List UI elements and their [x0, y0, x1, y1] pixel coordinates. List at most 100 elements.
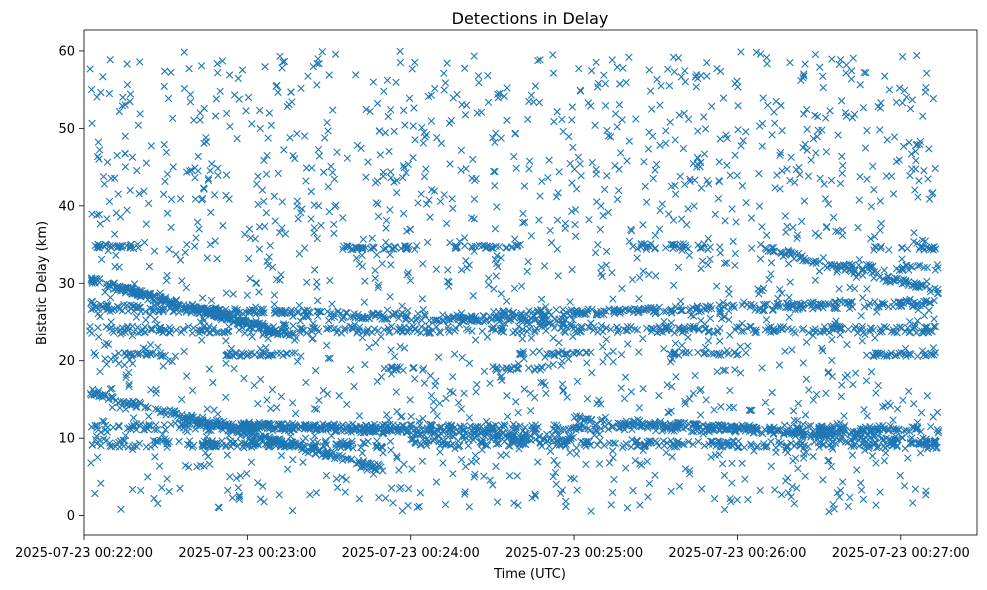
detection-marker	[339, 245, 347, 254]
detection-marker	[405, 324, 413, 332]
detection-marker	[752, 326, 760, 334]
detection-marker	[610, 475, 618, 484]
detection-marker	[926, 285, 934, 293]
detection-marker	[930, 315, 938, 323]
detection-marker	[699, 426, 708, 435]
detection-marker	[886, 422, 895, 430]
detection-marker	[144, 404, 152, 412]
detection-marker	[165, 245, 173, 254]
detection-marker	[636, 501, 644, 509]
detection-marker	[419, 364, 428, 373]
y-tick-label: 50	[58, 122, 75, 137]
detection-marker	[295, 328, 304, 336]
detection-marker	[88, 119, 96, 127]
detection-marker	[296, 423, 304, 431]
detection-marker	[915, 439, 923, 448]
detection-marker	[481, 244, 490, 252]
detection-marker	[221, 421, 230, 429]
detection-marker	[513, 329, 522, 337]
detection-marker	[399, 162, 408, 170]
detection-marker	[492, 242, 500, 251]
detection-marker	[322, 422, 331, 430]
detection-marker	[575, 64, 583, 73]
detection-marker	[457, 309, 466, 317]
detection-marker	[684, 333, 692, 341]
detection-marker	[341, 326, 349, 335]
detection-marker	[552, 480, 560, 488]
detection-marker	[109, 394, 117, 402]
detection-marker	[278, 309, 287, 317]
detection-marker	[572, 423, 580, 431]
detection-marker	[255, 288, 263, 296]
detection-marker	[246, 274, 254, 283]
x-axis-label: Time (UTC)	[493, 567, 566, 582]
detection-marker	[792, 440, 800, 448]
detection-marker	[671, 190, 680, 198]
detection-marker	[791, 329, 800, 337]
detection-marker	[863, 412, 871, 420]
detection-marker	[898, 99, 907, 107]
detection-marker	[291, 349, 299, 357]
detection-marker	[707, 304, 716, 313]
detection-marker	[706, 426, 715, 434]
detection-marker	[327, 432, 336, 440]
detection-marker	[885, 246, 893, 254]
detection-marker	[910, 400, 918, 408]
y-tick-label: 60	[58, 44, 75, 59]
detection-marker	[291, 336, 299, 344]
detection-marker	[870, 274, 878, 282]
detection-marker	[601, 79, 610, 88]
detection-marker	[599, 328, 607, 336]
detection-marker	[535, 321, 544, 329]
detection-marker	[380, 326, 388, 334]
detection-marker	[106, 442, 114, 450]
detection-marker	[860, 406, 868, 414]
detection-marker	[716, 135, 724, 143]
detection-marker	[773, 426, 782, 435]
detection-marker	[177, 395, 186, 404]
detection-marker	[142, 351, 150, 359]
detection-marker	[483, 441, 492, 450]
detection-marker	[112, 209, 121, 217]
detection-marker	[561, 328, 569, 337]
detection-marker	[588, 67, 596, 75]
detection-marker	[874, 426, 882, 434]
detection-marker	[313, 405, 321, 413]
detection-marker	[281, 425, 289, 433]
detection-marker	[917, 300, 926, 308]
detection-marker	[731, 261, 739, 270]
detection-marker	[275, 435, 283, 444]
detection-marker	[313, 234, 321, 243]
detection-marker	[686, 325, 694, 333]
detection-marker	[770, 325, 778, 333]
detection-marker	[622, 326, 630, 335]
detection-marker	[114, 243, 122, 251]
detection-marker	[87, 459, 95, 467]
detection-marker	[464, 441, 472, 450]
detection-marker	[814, 439, 823, 447]
detection-marker	[347, 428, 355, 436]
detection-marker	[100, 180, 109, 188]
detection-marker	[136, 486, 145, 495]
detection-marker	[410, 104, 418, 112]
detection-marker	[776, 151, 784, 160]
detection-marker	[829, 500, 837, 509]
detection-marker	[584, 305, 592, 313]
detection-marker	[600, 418, 608, 426]
detection-marker	[124, 307, 132, 315]
detection-marker	[318, 48, 327, 56]
detection-marker	[774, 427, 783, 435]
detection-marker	[302, 312, 311, 321]
detection-marker	[667, 305, 675, 314]
detection-marker	[183, 372, 191, 380]
detection-marker	[333, 454, 342, 462]
detection-marker	[596, 225, 605, 234]
detection-marker	[389, 310, 397, 319]
detection-marker	[587, 507, 595, 515]
detection-marker	[87, 305, 95, 314]
detection-marker	[625, 420, 634, 428]
detection-marker	[500, 319, 509, 327]
detection-marker	[209, 442, 217, 451]
detection-marker	[592, 419, 601, 428]
detection-marker	[420, 379, 429, 387]
